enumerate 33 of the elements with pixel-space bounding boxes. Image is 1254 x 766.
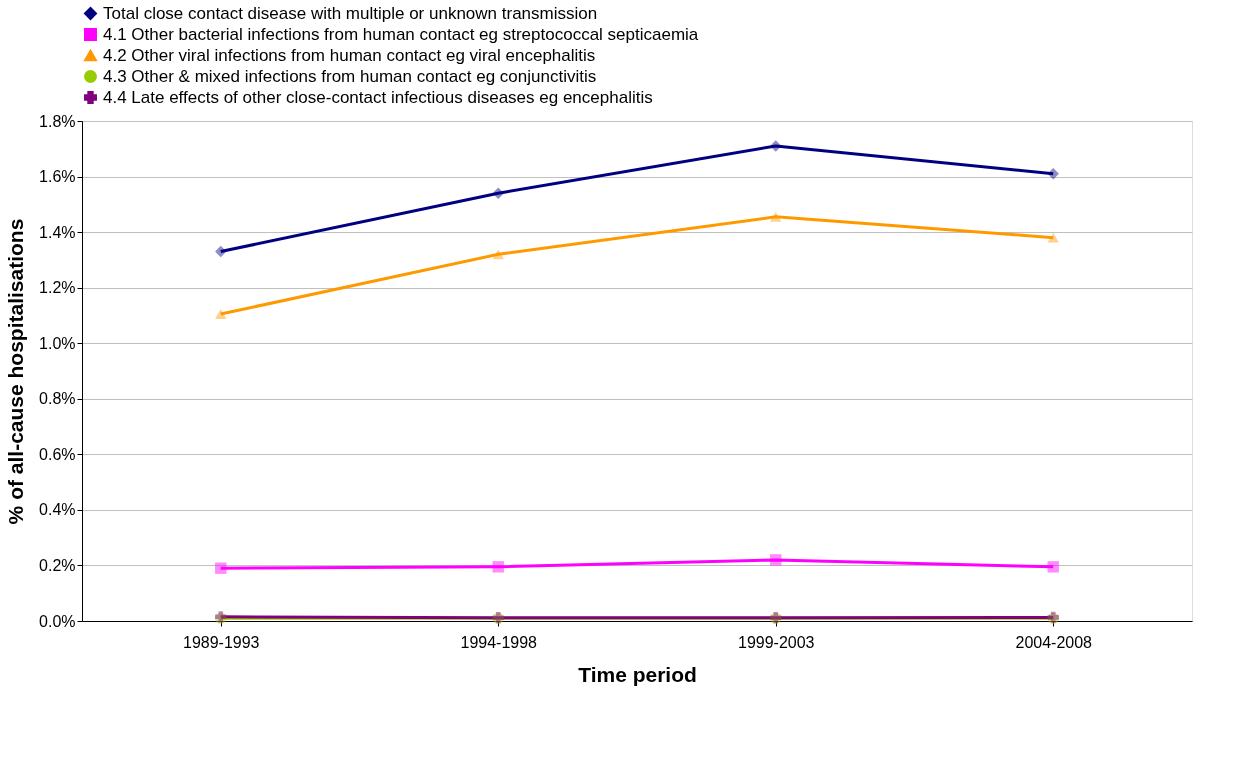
point [770,140,782,152]
legend-label: Total close contact disease with multiple or unknown transmission [103,3,598,23]
y-tick-label: 0.6% [39,445,76,463]
y-tick-label: 0.0% [39,612,76,630]
point [215,245,227,258]
y-tick-label: 0.8% [39,390,76,408]
x-axis-title: Time period [578,662,697,686]
x-tick-label: 1989-1993 [182,633,260,651]
legend-label: 4.3 Other & mixed infections from human contact eg conjunctivitis [103,66,597,86]
y-tick-label: 1.2% [39,279,76,297]
point [215,562,227,574]
point [492,187,504,199]
y-axis-title: % of all-cause hospitalisations [4,218,28,525]
y-tick-label: 1.0% [39,334,76,352]
legend-label: 4.2 Other viral infections from human contact eg viral encephalitis [103,45,596,65]
point [1047,232,1059,243]
x-tick-label: 1994-1998 [460,633,538,651]
point [770,211,782,222]
point [1047,168,1059,180]
y-tick-label: 1.6% [39,168,76,186]
y-tick-label: 0.4% [39,501,76,519]
point [492,561,504,573]
point [215,309,227,319]
x-tick-label: 1999-2003 [737,633,815,651]
point [770,554,782,566]
legend-label: 4.4 Late effects of other close-contact infectious diseases eg encephalitis [103,87,653,107]
y-tick-label: 1.4% [39,223,76,241]
y-tick-label: 0.2% [39,556,76,574]
point [1047,561,1059,573]
x-tick-label: 2004-2008 [1015,633,1093,651]
y-tick-label: 1.8% [39,112,76,130]
legend-label: 4.1 Other bacterial infections from human contact eg streptococcal septicaemia [103,24,699,44]
point [492,249,504,260]
